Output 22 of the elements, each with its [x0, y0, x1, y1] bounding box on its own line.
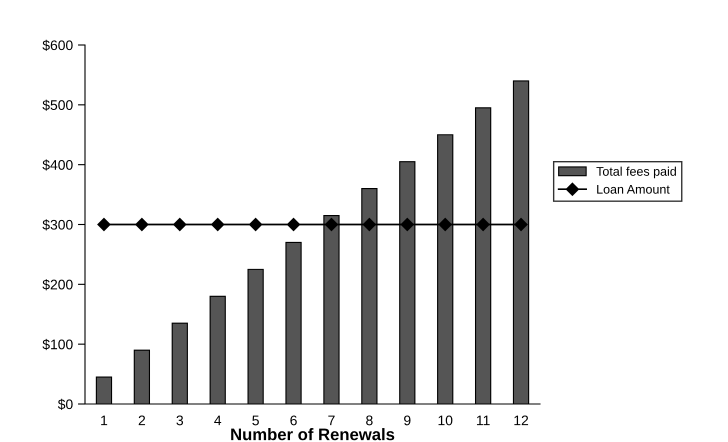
x-tick-label: 6: [290, 415, 297, 426]
x-tick-label: 12: [514, 415, 528, 426]
x-tick-label: 9: [404, 415, 410, 426]
x-tick-label: 2: [138, 415, 146, 426]
x-tick-label: 5: [252, 416, 259, 426]
y-tick-label: $100: [42, 338, 73, 350]
x-tick-label: 11: [476, 416, 490, 426]
x-tick-label: 10: [438, 415, 452, 426]
x-tick-label: 3: [176, 415, 184, 426]
y-tick-label: $500: [42, 100, 73, 111]
x-axis-title: Number of Renewals: [231, 428, 394, 440]
y-tick-label: $400: [42, 159, 73, 171]
y-tick-label: $200: [42, 279, 73, 290]
y-tick-label: $0: [58, 398, 73, 410]
y-tick-label: $600: [42, 40, 73, 51]
x-tick-label: 1: [101, 416, 108, 426]
x-tick-label: 7: [328, 416, 335, 426]
legend-label: Total fees paid: [596, 166, 676, 178]
y-tick-label: $300: [42, 219, 73, 230]
legend-label: Loan Amount: [597, 185, 670, 194]
x-tick-label: 4: [214, 416, 222, 426]
x-tick-label: 8: [366, 415, 373, 426]
